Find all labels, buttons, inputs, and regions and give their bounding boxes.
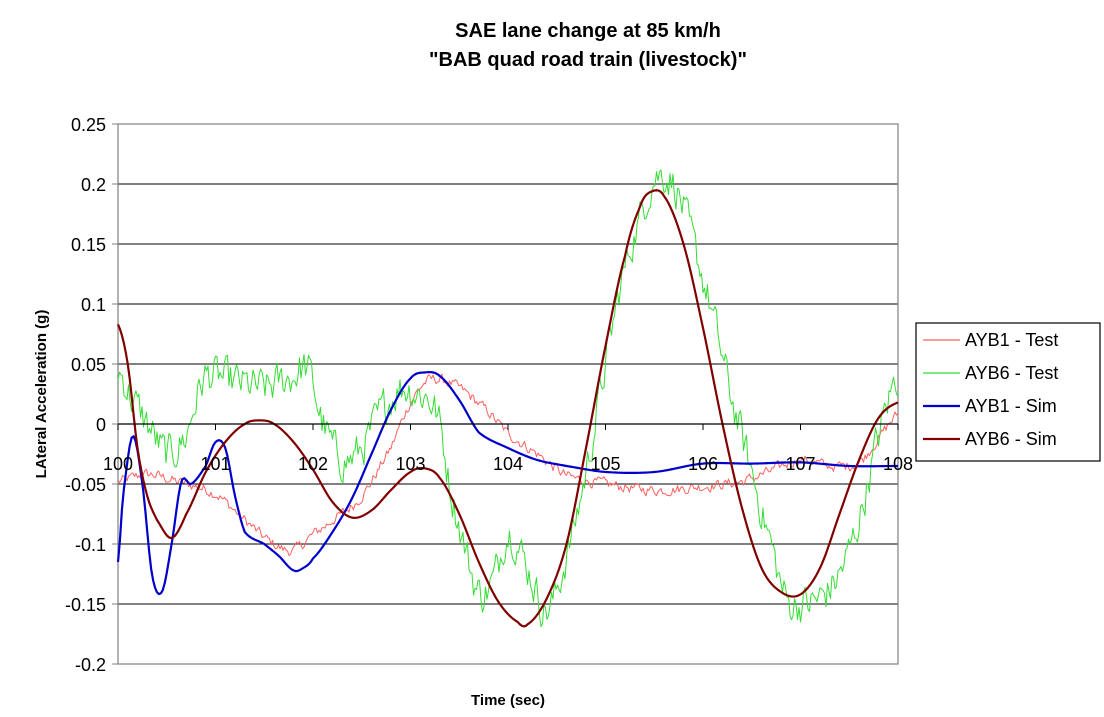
- series-line-1: [117, 169, 899, 628]
- x-tick-label-5: 105: [590, 454, 620, 474]
- gridlines: [118, 183, 898, 605]
- series-line-3: [116, 189, 899, 628]
- x-tick-label-2: 102: [298, 454, 328, 474]
- legend-label-0: AYB1 - Test: [965, 330, 1058, 350]
- x-tick-label-3: 103: [395, 454, 425, 474]
- y-tick-label-1: 0.2: [81, 175, 106, 195]
- legend-label-2: AYB1 - Sim: [965, 396, 1057, 416]
- y-tick-label-3: 0.1: [81, 295, 106, 315]
- legend: AYB1 - Test AYB6 - Test AYB1 - Sim AYB6 - S…: [915, 322, 1101, 462]
- series-line-2: [116, 371, 898, 596]
- y-axis-ticks: 0.25 0.2 0.15 0.1 0.05 0 -0.05 -0.1 -0.15 -0.2: [65, 115, 118, 675]
- y-tick-label-0: 0.25: [71, 115, 106, 135]
- y-tick-label-5: 0: [96, 415, 106, 435]
- legend-label-3: AYB6 - Sim: [965, 429, 1057, 449]
- x-tick-label-4: 104: [493, 454, 523, 474]
- legend-label-1: AYB6 - Test: [965, 363, 1058, 383]
- x-tick-label-6: 106: [688, 454, 718, 474]
- y-tick-label-8: -0.15: [65, 595, 106, 615]
- y-tick-label-4: 0.05: [71, 355, 106, 375]
- x-tick-label-7: 107: [785, 454, 815, 474]
- x-tick-label-0: 100: [103, 454, 133, 474]
- x-axis-ticks: 100 101 102 103 104 105 106 107 108: [103, 424, 913, 474]
- chart-title-line-1: SAE lane change at 85 km/h: [455, 20, 721, 42]
- x-tick-label-1: 101: [200, 454, 230, 474]
- chart-title-line-2: "BAB quad road train (livestock)": [429, 49, 747, 71]
- series-layer: [116, 169, 899, 628]
- x-axis-title: Time (sec): [471, 692, 545, 709]
- x-tick-label-8: 108: [883, 454, 913, 474]
- y-tick-label-2: 0.15: [71, 235, 106, 255]
- plot-area: [117, 123, 899, 665]
- y-tick-label-9: -0.2: [75, 655, 106, 675]
- y-axis-title: LAteral Acceleration (g): [33, 310, 50, 479]
- y-tick-label-6: -0.05: [65, 475, 106, 495]
- y-tick-label-7: -0.1: [75, 535, 106, 555]
